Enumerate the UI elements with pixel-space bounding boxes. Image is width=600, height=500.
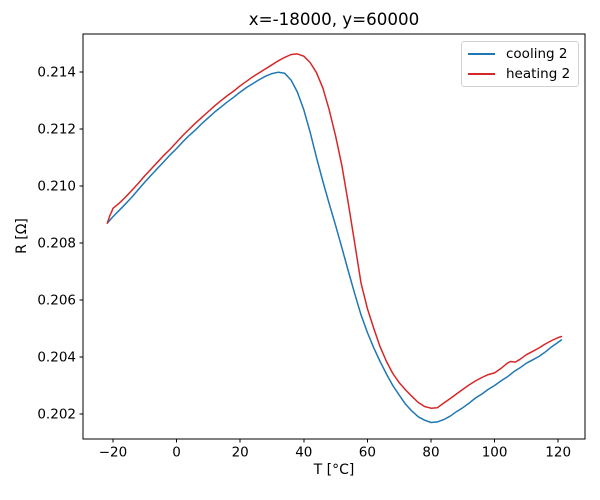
x-tick-label: 80	[422, 445, 439, 461]
series-line-cooling-2	[106, 71, 563, 424]
legend-label-heating: heating 2	[506, 66, 571, 83]
chart-title: x=-18000, y=60000	[248, 9, 420, 29]
x-tick-label: 120	[545, 445, 571, 461]
y-tick-label: 0.206	[37, 293, 76, 309]
axes-frame	[82, 33, 586, 440]
y-tick-label: 0.210	[37, 179, 76, 195]
legend-item-cooling-2: cooling 2	[468, 44, 578, 64]
x-tick-label: 40	[295, 445, 312, 461]
x-tick-label: 100	[482, 445, 508, 461]
y-tick-label: 0.214	[37, 65, 76, 81]
legend-line-swatch-cooling	[468, 52, 495, 55]
y-tick-label: 0.212	[37, 122, 76, 138]
y-tick-label: 0.202	[37, 406, 76, 422]
x-tick-label: −20	[99, 445, 128, 461]
y-axis-label: R [Ω]	[14, 218, 30, 254]
series-line-heating-2	[106, 53, 563, 409]
legend-line-swatch-heating	[468, 73, 495, 76]
legend: cooling 2 heating 2	[461, 41, 579, 87]
x-tick-label: 20	[232, 445, 249, 461]
legend-label-cooling: cooling 2	[506, 45, 568, 62]
x-axis-label: T [°C]	[313, 462, 355, 478]
x-tick-label: 60	[359, 445, 376, 461]
y-tick-label: 0.208	[37, 236, 76, 252]
legend-item-heating-2: heating 2	[468, 64, 578, 84]
y-tick-label: 0.204	[37, 349, 76, 365]
x-tick-label: 0	[172, 445, 181, 461]
